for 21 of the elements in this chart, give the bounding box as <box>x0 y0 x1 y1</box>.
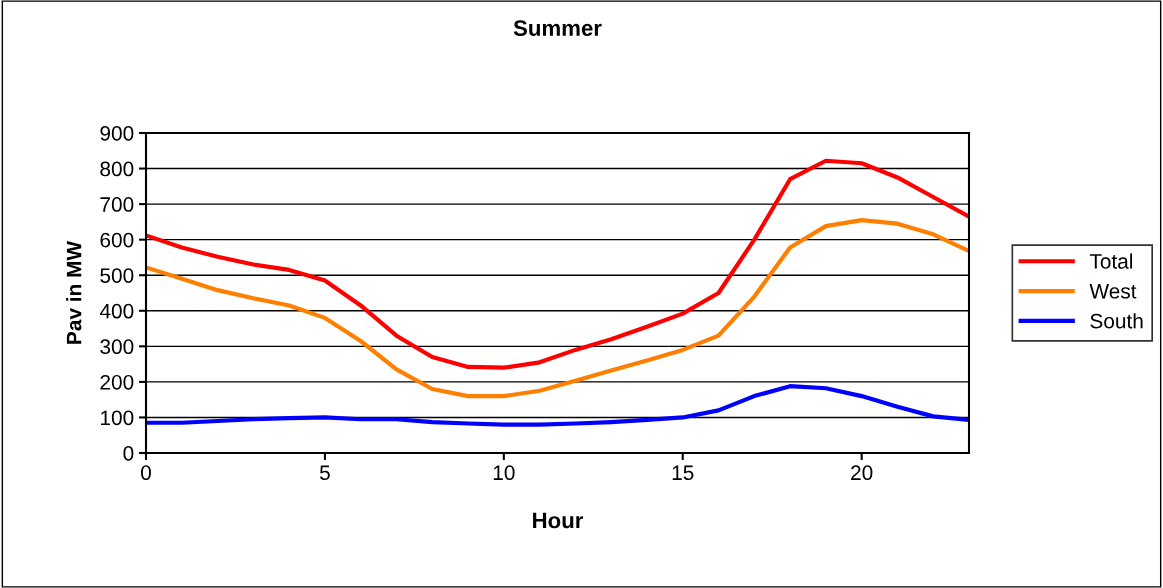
y-tick-label: 600 <box>100 232 134 248</box>
chart-title: Summer <box>513 20 602 36</box>
x-axis-title: Hour <box>533 512 584 529</box>
x-tick-label: 15 <box>672 465 694 481</box>
x-tick-label: 5 <box>319 465 330 481</box>
y-tick-label: 500 <box>100 268 134 283</box>
x-tick-label: 20 <box>851 465 873 481</box>
y-tick-label: 0 <box>123 446 134 461</box>
y-tick-label: 900 <box>100 126 134 141</box>
y-tick-label: 300 <box>100 339 134 355</box>
y-tick-label: 200 <box>100 374 134 390</box>
y-tick-label: 700 <box>100 197 134 212</box>
y-tick-label: 800 <box>100 161 134 177</box>
x-tick-label: 0 <box>141 465 151 481</box>
legend-label: West <box>1089 284 1137 299</box>
x-tick-label: 10 <box>493 465 515 481</box>
y-tick-label: 100 <box>101 410 134 426</box>
legend-label: South <box>1090 313 1143 329</box>
y-tick-label: 400 <box>99 303 134 319</box>
y-axis-title: Pav in MW <box>66 240 82 344</box>
legend-label: Total <box>1089 253 1133 269</box>
